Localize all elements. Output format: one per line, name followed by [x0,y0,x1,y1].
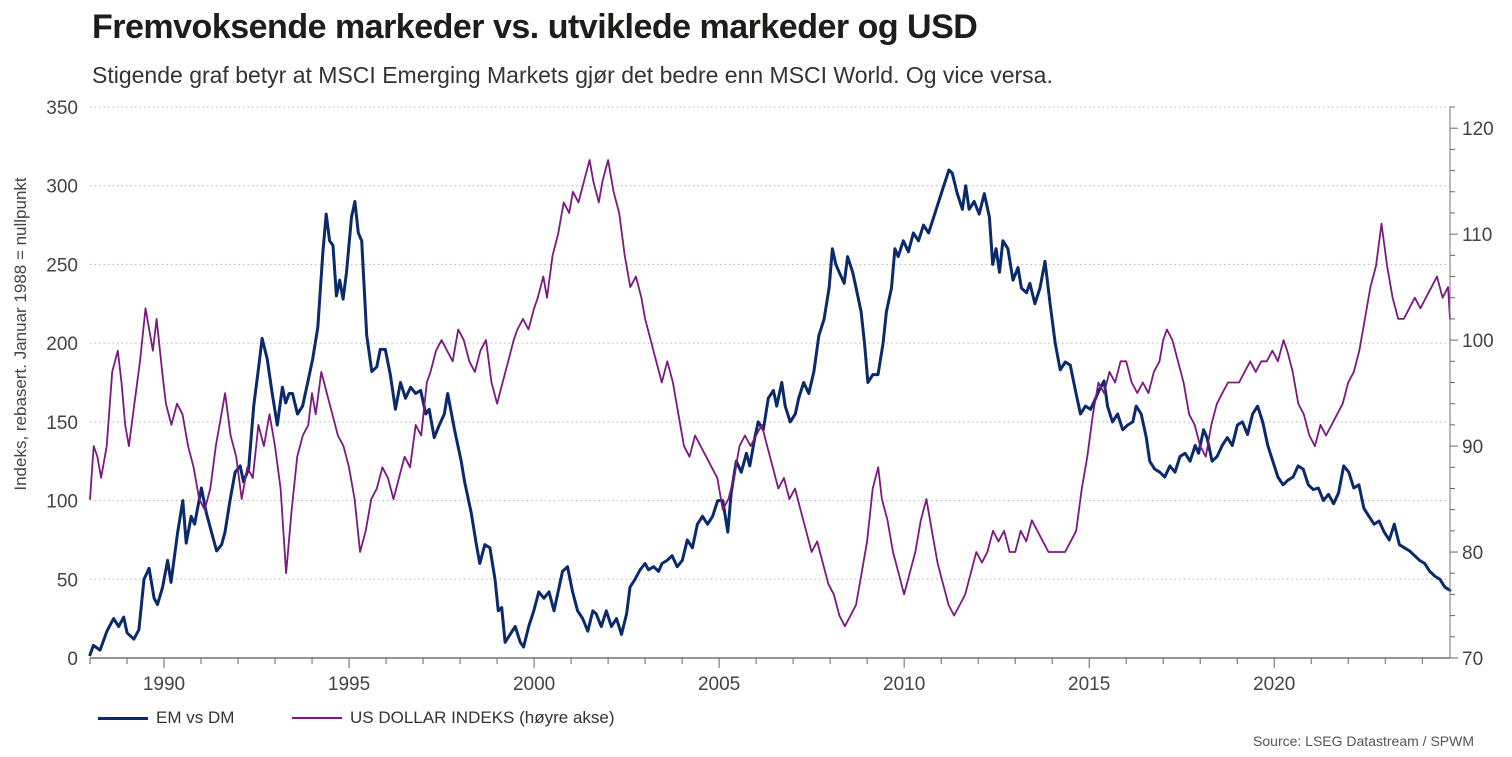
left-tick-label: 350 [46,98,78,119]
x-tick-label: 1990 [143,674,185,695]
axes [90,107,1451,659]
legend-label-usd: US DOLLAR INDEKS (høyre akse) [350,708,615,727]
x-axis-ticks: 1990 1995 2000 2005 2010 2015 2020 [89,658,1423,695]
right-tick-label: 70 [1462,649,1483,670]
grid-lines [90,106,1450,580]
left-tick-label: 100 [46,492,78,513]
source-note: Source: LSEG Datastream / SPWM [1253,733,1474,749]
legend-label-em: EM vs DM [156,708,235,727]
x-tick-label: 2020 [1253,674,1295,695]
x-tick-label: 1995 [328,674,370,695]
series-lines [88,159,1452,657]
right-axis-ticks: 70 80 90 100 110 120 [1450,106,1494,670]
x-tick-label: 2015 [1068,674,1110,695]
x-tick-label: 2010 [883,674,925,695]
left-tick-label: 0 [67,649,78,670]
left-tick-label: 150 [46,413,78,434]
left-tick-label: 200 [46,334,78,355]
legend-swatch-usd [292,717,342,719]
legend-swatch-em [98,716,148,720]
legend-item-usd: US DOLLAR INDEKS (høyre akse) [292,706,615,730]
series-line-usd-index [89,159,1451,628]
right-tick-label: 80 [1462,543,1483,564]
chart-title: Fremvoksende markeder vs. utviklede mark… [92,8,978,46]
x-tick-label: 2005 [698,674,740,695]
left-axis-ticks: 0 50 100 150 200 250 300 350 [46,98,78,670]
chart-subtitle: Stigende graf betyr at MSCI Emerging Mar… [92,62,1053,88]
y-axis-label: Indeks, rebasert. Januar 1988 = nullpunk… [11,177,30,491]
left-tick-label: 250 [46,255,78,276]
x-tick-label: 2000 [513,674,555,695]
right-tick-label: 100 [1462,331,1494,352]
left-tick-label: 50 [57,570,78,591]
series-line-em-vs-dm [88,168,1452,657]
right-tick-label: 90 [1462,437,1483,458]
right-tick-label: 120 [1462,119,1494,140]
right-tick-label: 110 [1462,225,1492,246]
legend-item-em: EM vs DM [98,706,234,730]
left-tick-label: 300 [46,177,78,198]
